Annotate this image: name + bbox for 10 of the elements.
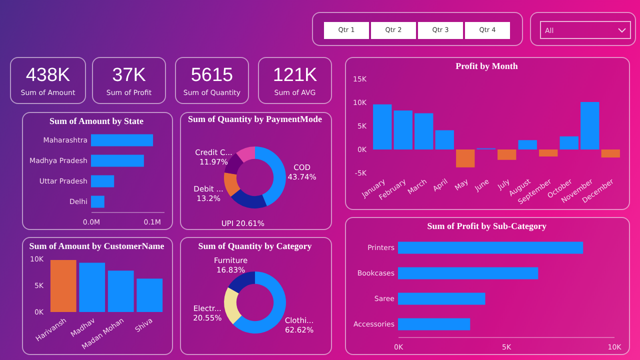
- text: 37K: [111, 65, 147, 87]
- chart-title: Sum of Amount by CustomerName: [29, 241, 164, 251]
- chart-title: Profit by Month: [456, 61, 518, 71]
- chart-title: Sum of Quantity by Category: [198, 241, 312, 251]
- text: 121K: [272, 65, 318, 87]
- chart-title: Sum of Quantity by PaymentMode: [188, 114, 322, 124]
- text: 5615: [190, 65, 234, 87]
- chart-title: Sum of Profit by Sub-Category: [427, 221, 548, 231]
- text: 438K: [24, 65, 72, 87]
- chart-title: Sum of Amount by State: [50, 116, 144, 126]
